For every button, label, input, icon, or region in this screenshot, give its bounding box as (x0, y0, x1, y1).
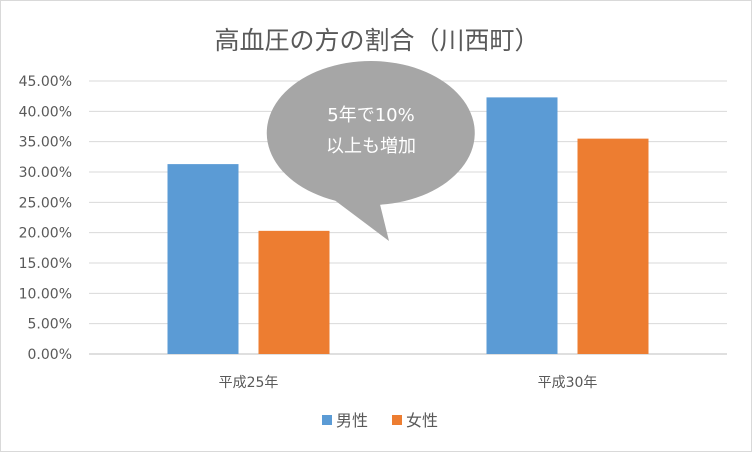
y-tick-label: 45.00% (19, 74, 72, 90)
legend-label-male: 男性 (336, 411, 368, 430)
y-axis: 0.00% 5.00% 10.00% 15.00% 20.00% 25.00% 30.00%… (19, 74, 72, 363)
callout-text-line-1: 5年で10% (327, 105, 414, 126)
callout-annotation: 5年で10% 以上も増加 (266, 60, 475, 241)
bar-male-2 (486, 97, 558, 354)
x-tick-label: 平成30年 (538, 375, 598, 391)
bar-female-2 (577, 138, 649, 354)
y-tick-label: 35.00% (19, 135, 72, 151)
callout-text-line-2: 以上も増加 (326, 136, 416, 157)
legend-swatch-female (392, 415, 402, 425)
y-tick-label: 30.00% (19, 165, 72, 181)
legend-label-female: 女性 (406, 411, 438, 430)
y-tick-label: 40.00% (19, 104, 72, 120)
x-tick-label: 平成25年 (219, 375, 279, 391)
bar-male-1 (167, 164, 239, 354)
legend: 男性 女性 (322, 411, 438, 430)
y-tick-label: 15.00% (19, 256, 72, 272)
callout-bubble (266, 60, 475, 241)
bars (167, 97, 649, 354)
chart-title: 高血圧の方の割合（川西町） (214, 26, 539, 55)
x-axis: 平成25年 平成30年 (219, 375, 598, 391)
y-tick-label: 5.00% (28, 317, 72, 333)
y-tick-label: 10.00% (19, 286, 72, 302)
bar-female-1 (258, 230, 330, 354)
y-tick-label: 20.00% (19, 226, 72, 242)
y-tick-label: 0.00% (28, 347, 72, 363)
y-tick-label: 25.00% (19, 195, 72, 211)
legend-swatch-male (322, 415, 332, 425)
